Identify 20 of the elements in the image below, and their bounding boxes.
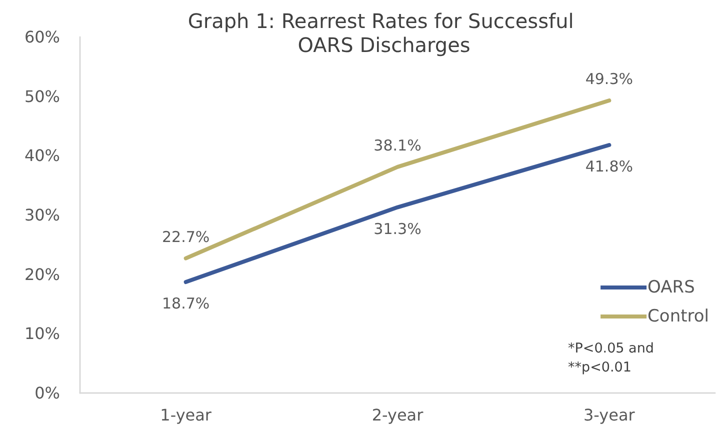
y-tick-label: 0% — [34, 384, 60, 402]
legend-label: Control — [648, 306, 709, 326]
y-tick-label: 60% — [24, 28, 60, 46]
chart-title: Graph 1: Rearrest Rates for Successful OARS Discharges — [188, 9, 580, 57]
data-label: 41.8% — [585, 157, 633, 176]
y-tick-label: 40% — [24, 146, 60, 166]
data-label: 22.7% — [162, 228, 210, 246]
data-label: 18.7% — [162, 294, 210, 313]
y-tick-label: 20% — [24, 264, 60, 284]
x-tick-label: 2-year — [372, 406, 424, 424]
x-tick-label: 1-year — [160, 406, 212, 424]
data-label: 31.3% — [374, 220, 422, 238]
data-label: 38.1% — [374, 136, 422, 154]
y-tick-label: 30% — [24, 206, 60, 224]
y-tick-label: 50% — [24, 86, 60, 106]
x-tick-label: 3-year — [583, 406, 636, 424]
annotation: *P<0.05 and **p<0.01 — [568, 340, 654, 376]
legend-label: OARS — [648, 278, 695, 298]
data-label: 49.3% — [585, 70, 633, 88]
y-tick-label: 10% — [24, 324, 60, 344]
